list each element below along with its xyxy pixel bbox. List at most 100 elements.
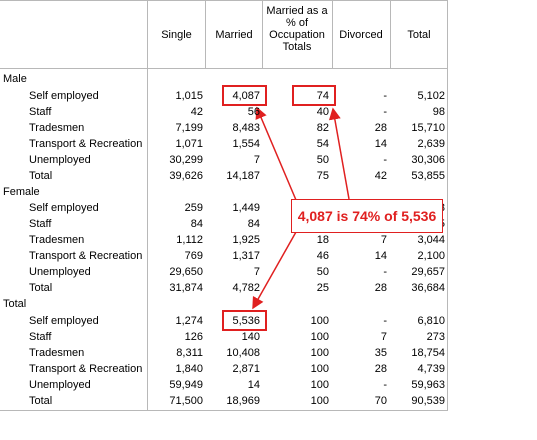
- cell: 36,684: [411, 282, 445, 294]
- row-label: Total: [29, 282, 53, 294]
- cell: 71,500: [169, 394, 203, 407]
- cell: -: [383, 153, 387, 166]
- cell: 8,311: [176, 346, 203, 359]
- cell: 18,969: [226, 394, 260, 407]
- border: [147, 0, 148, 411]
- cell: 98: [432, 105, 445, 118]
- border: [0, 0, 447, 1]
- border: [262, 0, 263, 68]
- border: [390, 0, 391, 68]
- column-header: Divorced: [339, 29, 383, 41]
- cell: 29,650: [169, 266, 203, 278]
- row-label: Self employed: [29, 314, 99, 327]
- cell: 54: [316, 137, 329, 150]
- cell: 4,739: [417, 362, 445, 375]
- cell: 84: [247, 218, 260, 230]
- row-label: Staff: [29, 105, 52, 118]
- cell: 4,087: [232, 89, 260, 102]
- border: [447, 0, 448, 411]
- cell: 1,449: [232, 202, 260, 214]
- cell: 46: [316, 250, 329, 262]
- cell: 273: [426, 330, 445, 343]
- row-label: Unemployed: [29, 266, 91, 278]
- cell: 5,536: [232, 314, 260, 327]
- cell: 18,754: [411, 346, 445, 359]
- cell: 7: [380, 330, 387, 343]
- cell: 50: [316, 153, 329, 166]
- cell: 3,044: [417, 234, 445, 246]
- column-header: Married: [215, 29, 253, 41]
- cell: 74: [316, 89, 329, 102]
- callout: 4,087 is 74% of 5,536: [291, 199, 443, 233]
- column-header: Single: [161, 29, 192, 41]
- cell: 5,102: [417, 89, 445, 102]
- cell: 84: [190, 218, 203, 230]
- row-label: Transport & Recreation: [29, 362, 143, 375]
- cell: 70: [374, 394, 387, 407]
- cell: -: [383, 314, 387, 327]
- row-label: Tradesmen: [29, 121, 85, 134]
- row-label: Unemployed: [29, 153, 91, 166]
- row-label: Staff: [29, 330, 52, 343]
- border: [332, 0, 333, 68]
- cell: 140: [241, 330, 260, 343]
- cell: 14: [247, 378, 260, 391]
- cell: -: [383, 266, 387, 278]
- cell: 14,187: [226, 169, 260, 182]
- cell: 15,710: [411, 121, 445, 134]
- cell: 10,408: [226, 346, 260, 359]
- cell: 1,317: [232, 250, 260, 262]
- cell: 50: [316, 266, 329, 278]
- row-label: Total: [29, 394, 53, 407]
- cell: 14: [374, 137, 387, 150]
- cell: 40: [316, 105, 329, 118]
- cell: 56: [247, 105, 260, 118]
- row-label: Self employed: [29, 202, 99, 214]
- cell: 75: [316, 169, 329, 182]
- cell: 126: [184, 330, 203, 343]
- cell: 42: [374, 169, 387, 182]
- cell: 2,639: [417, 137, 445, 150]
- cell: 30,306: [411, 153, 445, 166]
- cell: 90,539: [411, 394, 445, 407]
- arrow: [252, 231, 297, 310]
- arrow: [328, 107, 350, 200]
- cell: 30,299: [169, 153, 203, 166]
- cell: 25: [316, 282, 329, 294]
- cell: 8,483: [232, 121, 260, 134]
- cell: 28: [374, 282, 387, 294]
- cell: 259: [184, 202, 203, 214]
- highlight-box: [292, 85, 336, 106]
- cell: 39,626: [169, 169, 203, 182]
- row-label: Tradesmen: [29, 234, 85, 246]
- column-header: Married as a % of Occupation Totals: [266, 5, 328, 53]
- highlight-box: [222, 85, 267, 106]
- cell: -: [383, 105, 387, 118]
- cell: 6,810: [417, 314, 445, 327]
- cell: 82: [316, 121, 329, 134]
- cell: 28: [374, 121, 387, 134]
- cell: 1,554: [232, 137, 260, 150]
- cell: 2,100: [417, 250, 445, 262]
- cell: 42: [190, 105, 203, 118]
- cell: 1,274: [175, 314, 203, 327]
- cell: 100: [310, 346, 329, 359]
- cell: 31,874: [169, 282, 203, 294]
- border: [0, 410, 448, 411]
- cell: 7,199: [175, 121, 203, 134]
- cell: 14: [374, 250, 387, 262]
- cell: 35: [374, 346, 387, 359]
- border: [205, 0, 206, 68]
- group-label: Total: [3, 298, 27, 310]
- cell: 1,840: [175, 362, 203, 375]
- row-label: Total: [29, 169, 53, 182]
- row-label: Tradesmen: [29, 346, 85, 359]
- cell: -: [383, 89, 387, 102]
- cell: 1,112: [176, 234, 203, 246]
- row-label: Unemployed: [29, 378, 91, 391]
- row-label: Staff: [29, 218, 52, 230]
- cell: 100: [310, 394, 329, 407]
- cell: 769: [184, 250, 203, 262]
